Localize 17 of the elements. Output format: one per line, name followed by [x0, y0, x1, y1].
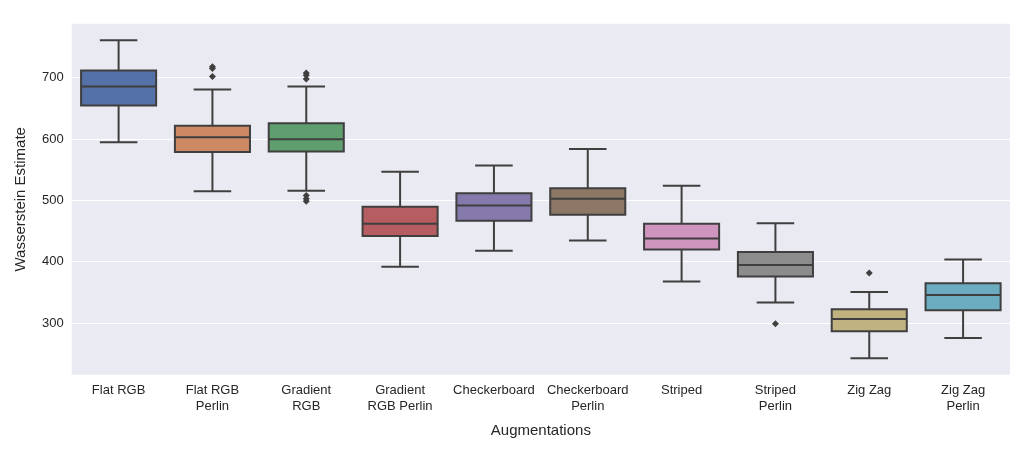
x-tick-label: Striped Perlin — [754, 382, 797, 413]
y-tick-label: 400 — [41, 253, 64, 269]
y-axis-title: Wasserstein Estimate — [11, 127, 29, 272]
x-tick-label: Gradient RGB Perlin — [367, 382, 433, 413]
x-tick-label: Checkerboard Perlin — [546, 382, 629, 413]
y-tick-label: 600 — [41, 130, 64, 146]
x-tick-label: Gradient RGB — [281, 382, 332, 413]
x-tick-label: Zig Zag Perlin — [941, 382, 986, 413]
x-tick-label: Striped — [660, 382, 703, 398]
x-tick-label: Zig Zag — [847, 382, 892, 398]
y-tick-label: 300 — [41, 314, 64, 330]
x-tick-label: Flat RGB — [91, 382, 146, 398]
x-tick-label: Flat RGB Perlin — [185, 382, 240, 413]
x-tick-label: Checkerboard — [453, 382, 535, 398]
y-tick-label: 500 — [41, 192, 64, 208]
y-tick-label: 700 — [41, 69, 64, 85]
x-axis-title: Augmentations — [490, 421, 591, 439]
